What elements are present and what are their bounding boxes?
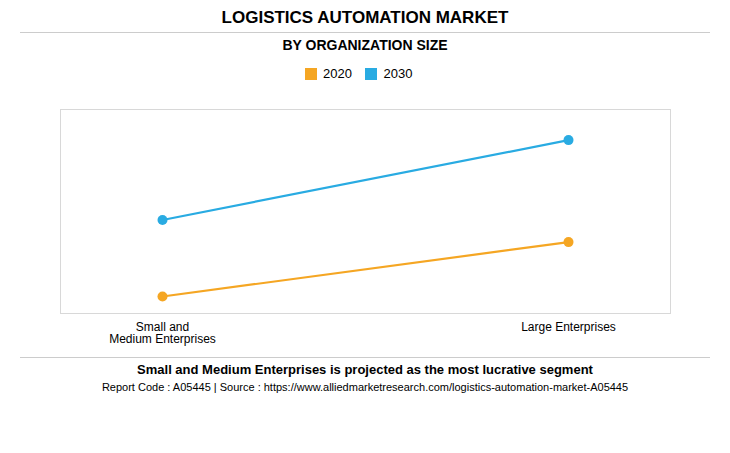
html-text:Small and Medium Enterprises i: Small and Medium Enterprises is projecte… (137, 361, 593, 377)
svg-text:Small andMedium Enterprises: Small andMedium Enterprises (109, 320, 216, 346)
svg-text:Large Enterprises: Large Enterprises (521, 320, 616, 334)
html-text:Report Code : A05445 | Source: Report Code : A05445 | Source : https://… (101, 380, 629, 393)
html-text:2020: 2020 (323, 66, 352, 81)
html-text:2030: 2030 (383, 66, 413, 81)
html-text:LOGISTICS AUTOMATION MARKET: LOGISTICS AUTOMATION MARKET (221, 8, 509, 27)
html-text:BY ORGANIZATION SIZE: BY ORGANIZATION SIZE (282, 37, 448, 53)
